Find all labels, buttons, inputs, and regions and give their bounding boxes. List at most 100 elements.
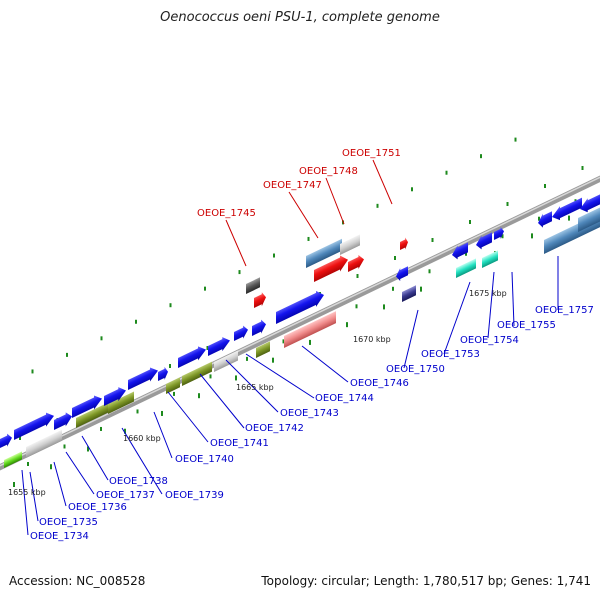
gene-oeoe-1745b[interactable]: [254, 290, 266, 310]
gene-oeoe-1750[interactable]: [396, 264, 408, 283]
genome-summary-text: Topology: circular; Length: 1,780,517 bp…: [261, 574, 591, 588]
gene-track: [0, 191, 600, 468]
gene-oeoe-1742b-shape: [178, 346, 206, 368]
gene-label-oeoe-1748[interactable]: OEOE_1748: [299, 166, 358, 177]
gene-oeoe-1739-shape: [108, 391, 134, 414]
gene-label-oeoe-1735[interactable]: OEOE_1735: [39, 517, 98, 528]
gene-oeoe-1739b[interactable]: [104, 383, 126, 408]
gene-label-oeoe-1743[interactable]: OEOE_1743: [280, 408, 339, 419]
gene-oeoe-1747b[interactable]: [314, 252, 348, 284]
gene-label-oeoe-1745[interactable]: OEOE_1745: [197, 208, 256, 219]
leader-line: [487, 271, 495, 339]
gene-oeoe-1739[interactable]: [108, 391, 134, 414]
gene-oeoe-1746[interactable]: [276, 287, 324, 326]
gene-oeoe-1739b-shape: [104, 387, 126, 406]
leader-line: [29, 471, 39, 522]
gene-oeoe-1754b-shape: [482, 250, 498, 268]
gene-oeoe-1755-shape: [494, 226, 504, 240]
gene-oeoe-1751[interactable]: [400, 236, 408, 252]
gene-oeoe-1755[interactable]: [494, 225, 504, 242]
gene-oeoe-1734[interactable]: [4, 451, 22, 468]
scale-label-1675: 1675 kbp: [469, 289, 507, 298]
leader-line: [403, 309, 419, 369]
gene-label-oeoe-1736[interactable]: OEOE_1736: [68, 502, 127, 513]
gene-oeoe-1733[interactable]: [0, 431, 12, 451]
gene-oeoe-1750b[interactable]: [402, 285, 416, 302]
gene-oeoe-1744b[interactable]: [252, 317, 266, 338]
leader-line: [65, 451, 95, 495]
genome-backbone-highlight: [0, 176, 600, 467]
gene-oeoe-1744[interactable]: [234, 323, 248, 343]
leader-line: [325, 177, 345, 225]
gene-oeoe-1748b[interactable]: [348, 252, 364, 274]
leader-line: [288, 191, 319, 239]
gene-oeoe-1757b[interactable]: [578, 206, 600, 232]
gene-label-oeoe-1734[interactable]: OEOE_1734: [30, 531, 89, 542]
gene-oeoe-1735-shape: [14, 412, 54, 440]
gene-oeoe-1738b[interactable]: [72, 392, 102, 420]
gene-oeoe-1748-shape: [340, 234, 360, 255]
gene-oeoe-1735[interactable]: [14, 409, 54, 442]
gene-oeoe-1742b[interactable]: [178, 343, 206, 370]
gene-label-oeoe-1742[interactable]: OEOE_1742: [245, 423, 304, 434]
gene-oeoe-1748b-shape: [348, 255, 364, 272]
gene-oeoe-1742[interactable]: [182, 361, 212, 386]
leader-line: [199, 373, 245, 429]
gene-label-oeoe-1753[interactable]: OEOE_1753: [421, 349, 480, 360]
gene-oeoe-1741-shape: [166, 377, 180, 394]
gene-oeoe-1754[interactable]: [476, 230, 492, 252]
gene-oeoe-1744c[interactable]: [256, 341, 270, 358]
gene-oeoe-1756b[interactable]: [552, 196, 582, 224]
gene-oeoe-1745[interactable]: [246, 277, 260, 294]
gene-oeoe-1734-shape: [4, 451, 22, 468]
gene-oeoe-1746-shape: [276, 290, 324, 324]
gene-oeoe-1753b[interactable]: [456, 258, 476, 278]
gene-label-oeoe-1741[interactable]: OEOE_1741: [210, 438, 269, 449]
scale-label-1670: 1670 kbp: [353, 335, 391, 344]
gene-label-oeoe-1746[interactable]: OEOE_1746: [350, 378, 409, 389]
gene-oeoe-1747[interactable]: [306, 238, 342, 268]
gene-label-oeoe-1751[interactable]: OEOE_1751: [342, 148, 401, 159]
gene-label-oeoe-1755[interactable]: OEOE_1755: [497, 320, 556, 331]
gene-oeoe-1746b-shape: [284, 311, 336, 348]
gene-oeoe-1742-shape: [182, 361, 212, 386]
gene-oeoe-1746b[interactable]: [284, 311, 336, 348]
gene-oeoe-1756c[interactable]: [580, 191, 600, 216]
leader-line: [21, 469, 29, 536]
gene-label-oeoe-1739[interactable]: OEOE_1739: [165, 490, 224, 501]
gene-oeoe-1754b[interactable]: [482, 250, 498, 268]
gene-oeoe-1743b[interactable]: [214, 350, 238, 372]
gene-label-oeoe-1744[interactable]: OEOE_1744: [315, 393, 374, 404]
gene-oeoe-1756-shape: [538, 211, 552, 228]
gene-oeoe-1738b-shape: [72, 395, 102, 418]
gene-oeoe-1753[interactable]: [452, 240, 468, 262]
gene-oeoe-1743[interactable]: [208, 333, 230, 358]
gene-oeoe-1756[interactable]: [538, 209, 552, 230]
label-leaders: [21, 159, 559, 536]
map-title: Oenococcus oeni PSU-1, complete genome: [160, 10, 440, 25]
scale-label-1655: 1655 kbp: [8, 488, 46, 497]
gene-oeoe-1740b[interactable]: [158, 365, 168, 383]
gene-oeoe-1748[interactable]: [340, 234, 360, 255]
genome-backbone: [0, 175, 600, 471]
gene-label-oeoe-1747[interactable]: OEOE_1747: [263, 180, 322, 191]
gene-oeoe-1738[interactable]: [76, 402, 108, 428]
gene-label-oeoe-1738[interactable]: OEOE_1738: [109, 476, 168, 487]
gene-label-oeoe-1740[interactable]: OEOE_1740: [175, 454, 234, 465]
gene-oeoe-1736-shape: [26, 429, 62, 458]
gene-oeoe-1736[interactable]: [26, 429, 62, 458]
leader-line: [245, 353, 315, 399]
gene-label-oeoe-1754[interactable]: OEOE_1754: [460, 335, 519, 346]
gene-oeoe-1740[interactable]: [128, 364, 158, 392]
gene-oeoe-1741[interactable]: [166, 377, 180, 394]
gene-oeoe-1737[interactable]: [54, 409, 72, 432]
gene-oeoe-1743b-shape: [214, 350, 238, 372]
gene-label-oeoe-1737[interactable]: OEOE_1737: [96, 490, 155, 501]
gene-label-oeoe-1750[interactable]: OEOE_1750: [386, 364, 445, 375]
gene-oeoe-1750b-shape: [402, 285, 416, 302]
gene-oeoe-1744b-shape: [252, 319, 266, 336]
gene-oeoe-1753b-shape: [456, 258, 476, 278]
gene-label-oeoe-1757[interactable]: OEOE_1757: [535, 305, 594, 316]
gene-oeoe-1756c-shape: [580, 193, 600, 213]
